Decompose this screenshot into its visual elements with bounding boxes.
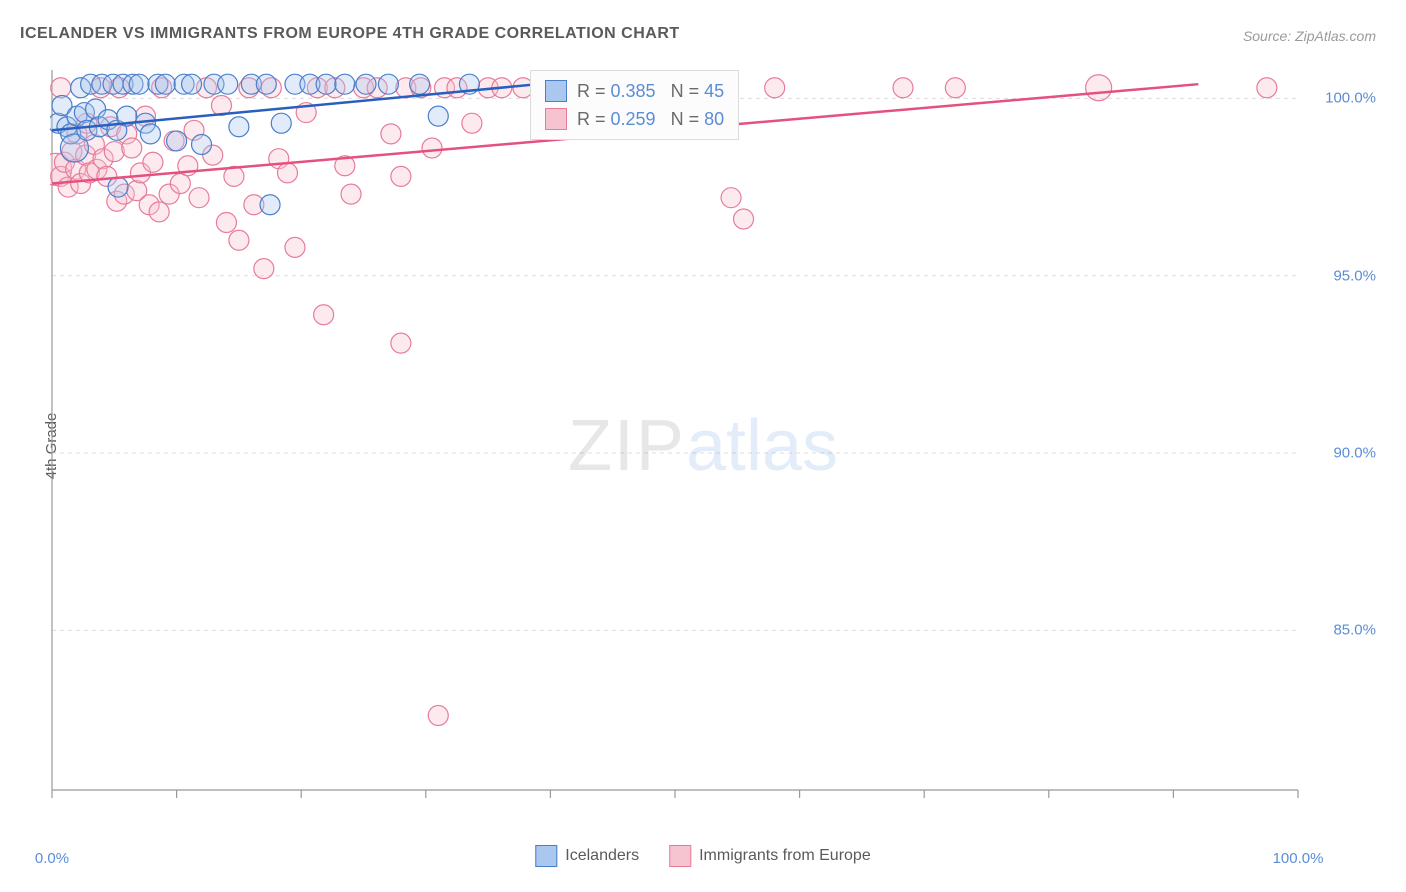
x-tick-label: 100.0% — [1273, 850, 1324, 867]
y-tick-label: 85.0% — [1333, 622, 1376, 639]
legend-series-label: Immigrants from Europe — [699, 847, 871, 864]
legend-series-label: Icelanders — [565, 847, 639, 864]
chart-svg — [50, 65, 1300, 805]
scatter-plot — [50, 65, 1300, 805]
y-tick-label: 100.0% — [1325, 90, 1376, 107]
legend-row: R = 0.385 N = 45 — [545, 77, 724, 105]
x-tick-label: 0.0% — [35, 850, 69, 867]
chart-title: ICELANDER VS IMMIGRANTS FROM EUROPE 4TH … — [20, 25, 680, 43]
series-legend: Icelanders Immigrants from Europe — [535, 845, 870, 867]
legend-series: Icelanders — [535, 845, 639, 867]
y-tick-label: 95.0% — [1333, 267, 1376, 284]
legend-series: Immigrants from Europe — [669, 845, 871, 867]
legend-stats: R = 0.385 N = 45 — [577, 81, 724, 102]
legend-swatch — [545, 108, 567, 130]
source-attribution: Source: ZipAtlas.com — [1243, 28, 1376, 44]
legend-swatch — [535, 845, 557, 867]
correlation-legend: R = 0.385 N = 45 R = 0.259 N = 80 — [530, 70, 739, 140]
legend-row: R = 0.259 N = 80 — [545, 105, 724, 133]
legend-swatch — [545, 80, 567, 102]
legend-swatch — [669, 845, 691, 867]
legend-stats: R = 0.259 N = 80 — [577, 109, 724, 130]
y-tick-label: 90.0% — [1333, 445, 1376, 462]
